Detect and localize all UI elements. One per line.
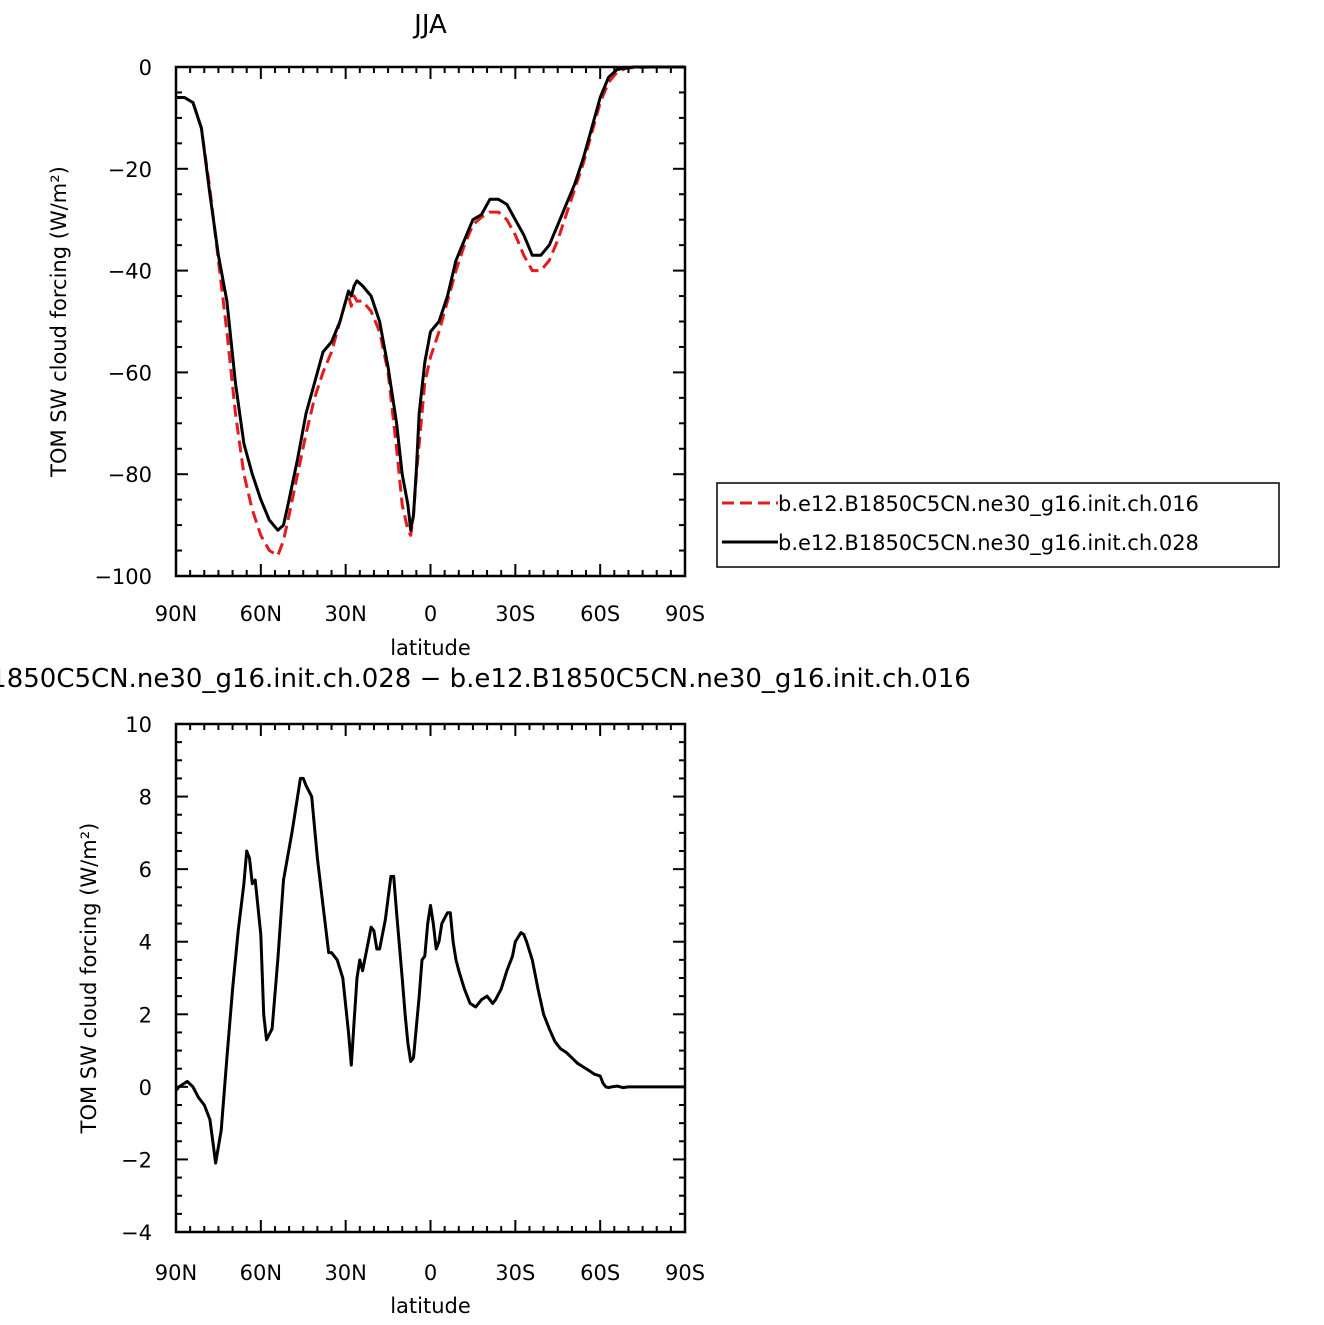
x-tick-label: 30N	[324, 1261, 366, 1285]
chart-title: JJA	[412, 10, 447, 40]
legend: b.e12.B1850C5CN.ne30_g16.init.ch.016 b.e1…	[716, 482, 1280, 568]
y-tick-label: −40	[108, 260, 152, 284]
y-tick-label: 0	[139, 56, 152, 80]
y-tick-label: 8	[139, 786, 152, 810]
y-tick-label: 6	[139, 858, 152, 882]
legend-label-0: b.e12.B1850C5CN.ne30_g16.init.ch.016	[778, 492, 1199, 517]
y-tick-label: −100	[94, 565, 152, 589]
plot-frame	[174, 65, 687, 578]
x-tick-label: 30S	[495, 602, 535, 626]
x-tick-label: 30N	[324, 602, 366, 626]
y-tick-label: 4	[139, 931, 152, 955]
y-tick-label: −2	[121, 1148, 152, 1172]
series-line-0	[176, 65, 685, 558]
x-tick-label: 90S	[665, 602, 705, 626]
y-axis-label: TOM SW cloud forcing (W/m²)	[47, 166, 71, 478]
y-axis-label: TOM SW cloud forcing (W/m²)	[77, 823, 101, 1135]
legend-box	[716, 482, 1280, 568]
bottom-chart: b.e12.B1850C5CN.ne30_g16.init.ch.028 − b…	[0, 664, 971, 1318]
y-tick-label: 2	[139, 1003, 152, 1027]
x-tick-label: 30S	[495, 1261, 535, 1285]
x-tick-label: 90N	[155, 602, 197, 626]
x-tick-label: 60S	[580, 602, 620, 626]
series-line-1	[176, 65, 685, 532]
y-tick-label: 0	[139, 1076, 152, 1100]
y-tick-label: −80	[108, 463, 152, 487]
y-tick-label: 10	[125, 713, 152, 737]
x-tick-label: 90S	[665, 1261, 705, 1285]
y-tick-label: −60	[108, 361, 152, 385]
x-tick-label: 90N	[155, 1261, 197, 1285]
x-tick-label: 0	[424, 602, 437, 626]
x-tick-label: 60S	[580, 1261, 620, 1285]
x-tick-label: 60N	[240, 1261, 282, 1285]
x-axis-label: latitude	[390, 636, 471, 660]
x-tick-label: 60N	[240, 602, 282, 626]
chart-title: b.e12.B1850C5CN.ne30_g16.init.ch.028 − b…	[0, 664, 971, 694]
plot-frame	[174, 722, 687, 1234]
x-axis-label: latitude	[390, 1294, 471, 1318]
legend-label-1: b.e12.B1850C5CN.ne30_g16.init.ch.028	[778, 531, 1199, 556]
top-chart: JJA 90N 60N 30N 0 30S 60S 90S 0 −20 −40 −60 −80 −100 l…	[47, 10, 1280, 660]
y-tick-label: −20	[108, 158, 152, 182]
series-line-0	[176, 776, 685, 1165]
x-tick-label: 0	[424, 1261, 437, 1285]
y-tick-label: −4	[121, 1221, 152, 1245]
